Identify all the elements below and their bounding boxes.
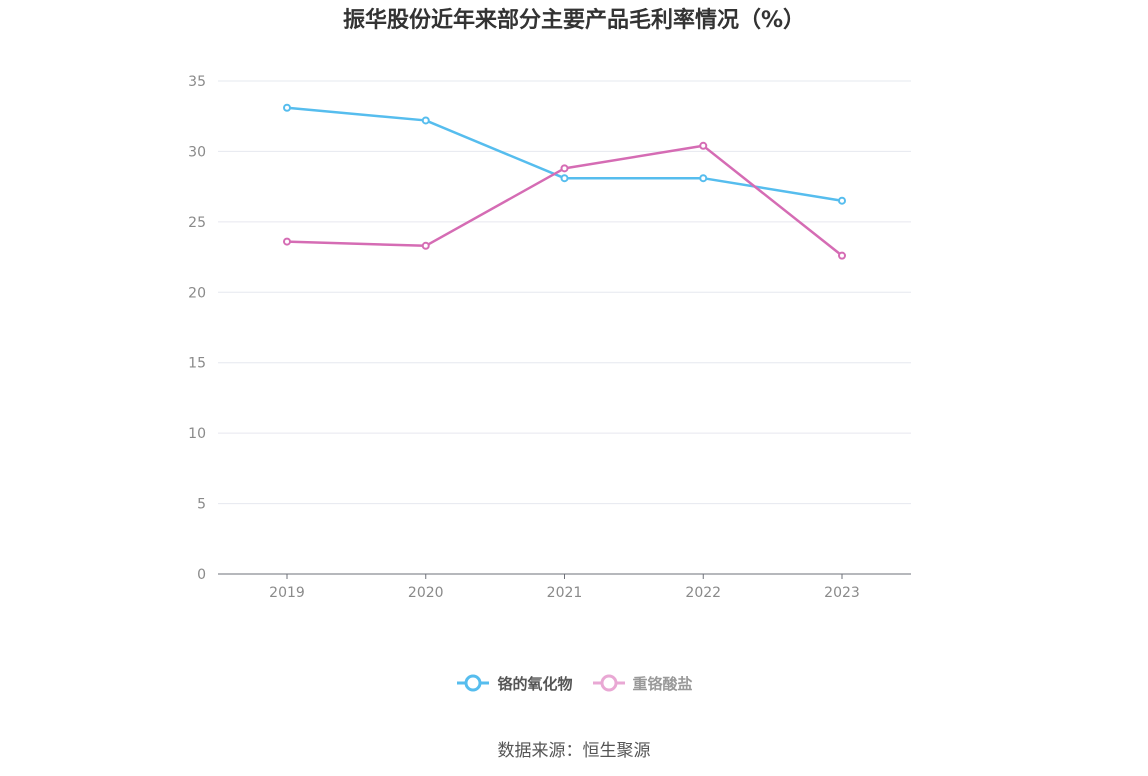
legend-label-chromium-oxide: 铬的氧化物 xyxy=(497,674,573,693)
y-tick-label: 0 xyxy=(197,567,206,583)
legend-item-dichromate[interactable]: 重铬酸盐 xyxy=(591,672,693,694)
legend-line-circle-icon xyxy=(592,674,625,692)
series-line-1 xyxy=(286,144,843,257)
grid-lines xyxy=(218,80,911,505)
x-tick-label: 2020 xyxy=(408,585,444,601)
data-point-series0[interactable] xyxy=(838,196,846,205)
y-tick-label: 25 xyxy=(188,215,206,231)
data-point-series1[interactable] xyxy=(560,164,569,173)
y-tick-label: 15 xyxy=(188,356,206,372)
x-tick-label: 2022 xyxy=(685,585,721,601)
data-point-series1[interactable] xyxy=(421,241,430,250)
line-chart: 0 5 10 15 20 25 30 35 2019 2020 2021 2022 2023 xyxy=(188,74,911,601)
data-point-series0[interactable] xyxy=(283,103,291,112)
x-tick-label: 2023 xyxy=(824,585,860,601)
y-tick-label: 20 xyxy=(188,285,206,301)
data-point-series0[interactable] xyxy=(421,116,430,125)
data-source-note: 数据来源：恒生聚源 xyxy=(497,741,651,761)
data-point-series1[interactable] xyxy=(838,251,846,260)
data-point-series1[interactable] xyxy=(699,141,708,150)
y-axis-ticks: 0 5 10 15 20 25 30 35 xyxy=(188,74,206,583)
x-axis-ticks: 2019 2020 2021 2022 2023 xyxy=(269,574,860,601)
data-point-series1[interactable] xyxy=(283,237,291,246)
y-tick-label: 10 xyxy=(188,426,206,442)
legend: 铬的氧化物 重铬酸盐 xyxy=(0,672,1148,694)
y-tick-label: 5 xyxy=(197,497,206,513)
series-line-0 xyxy=(286,106,843,202)
chart-title: 振华股份近年来部分主要产品毛利率情况（%） xyxy=(342,8,806,33)
data-point-series0[interactable] xyxy=(560,174,569,183)
legend-item-chromium-oxide[interactable]: 铬的氧化物 xyxy=(455,672,573,694)
y-tick-label: 30 xyxy=(188,144,206,160)
legend-label-dichromate: 重铬酸盐 xyxy=(632,674,693,693)
y-tick-label: 35 xyxy=(188,74,206,90)
x-tick-label: 2019 xyxy=(269,585,305,601)
series-group xyxy=(283,103,846,260)
x-tick-label: 2021 xyxy=(547,585,583,601)
legend-line-circle-icon xyxy=(457,674,490,692)
data-point-series0[interactable] xyxy=(699,174,708,183)
